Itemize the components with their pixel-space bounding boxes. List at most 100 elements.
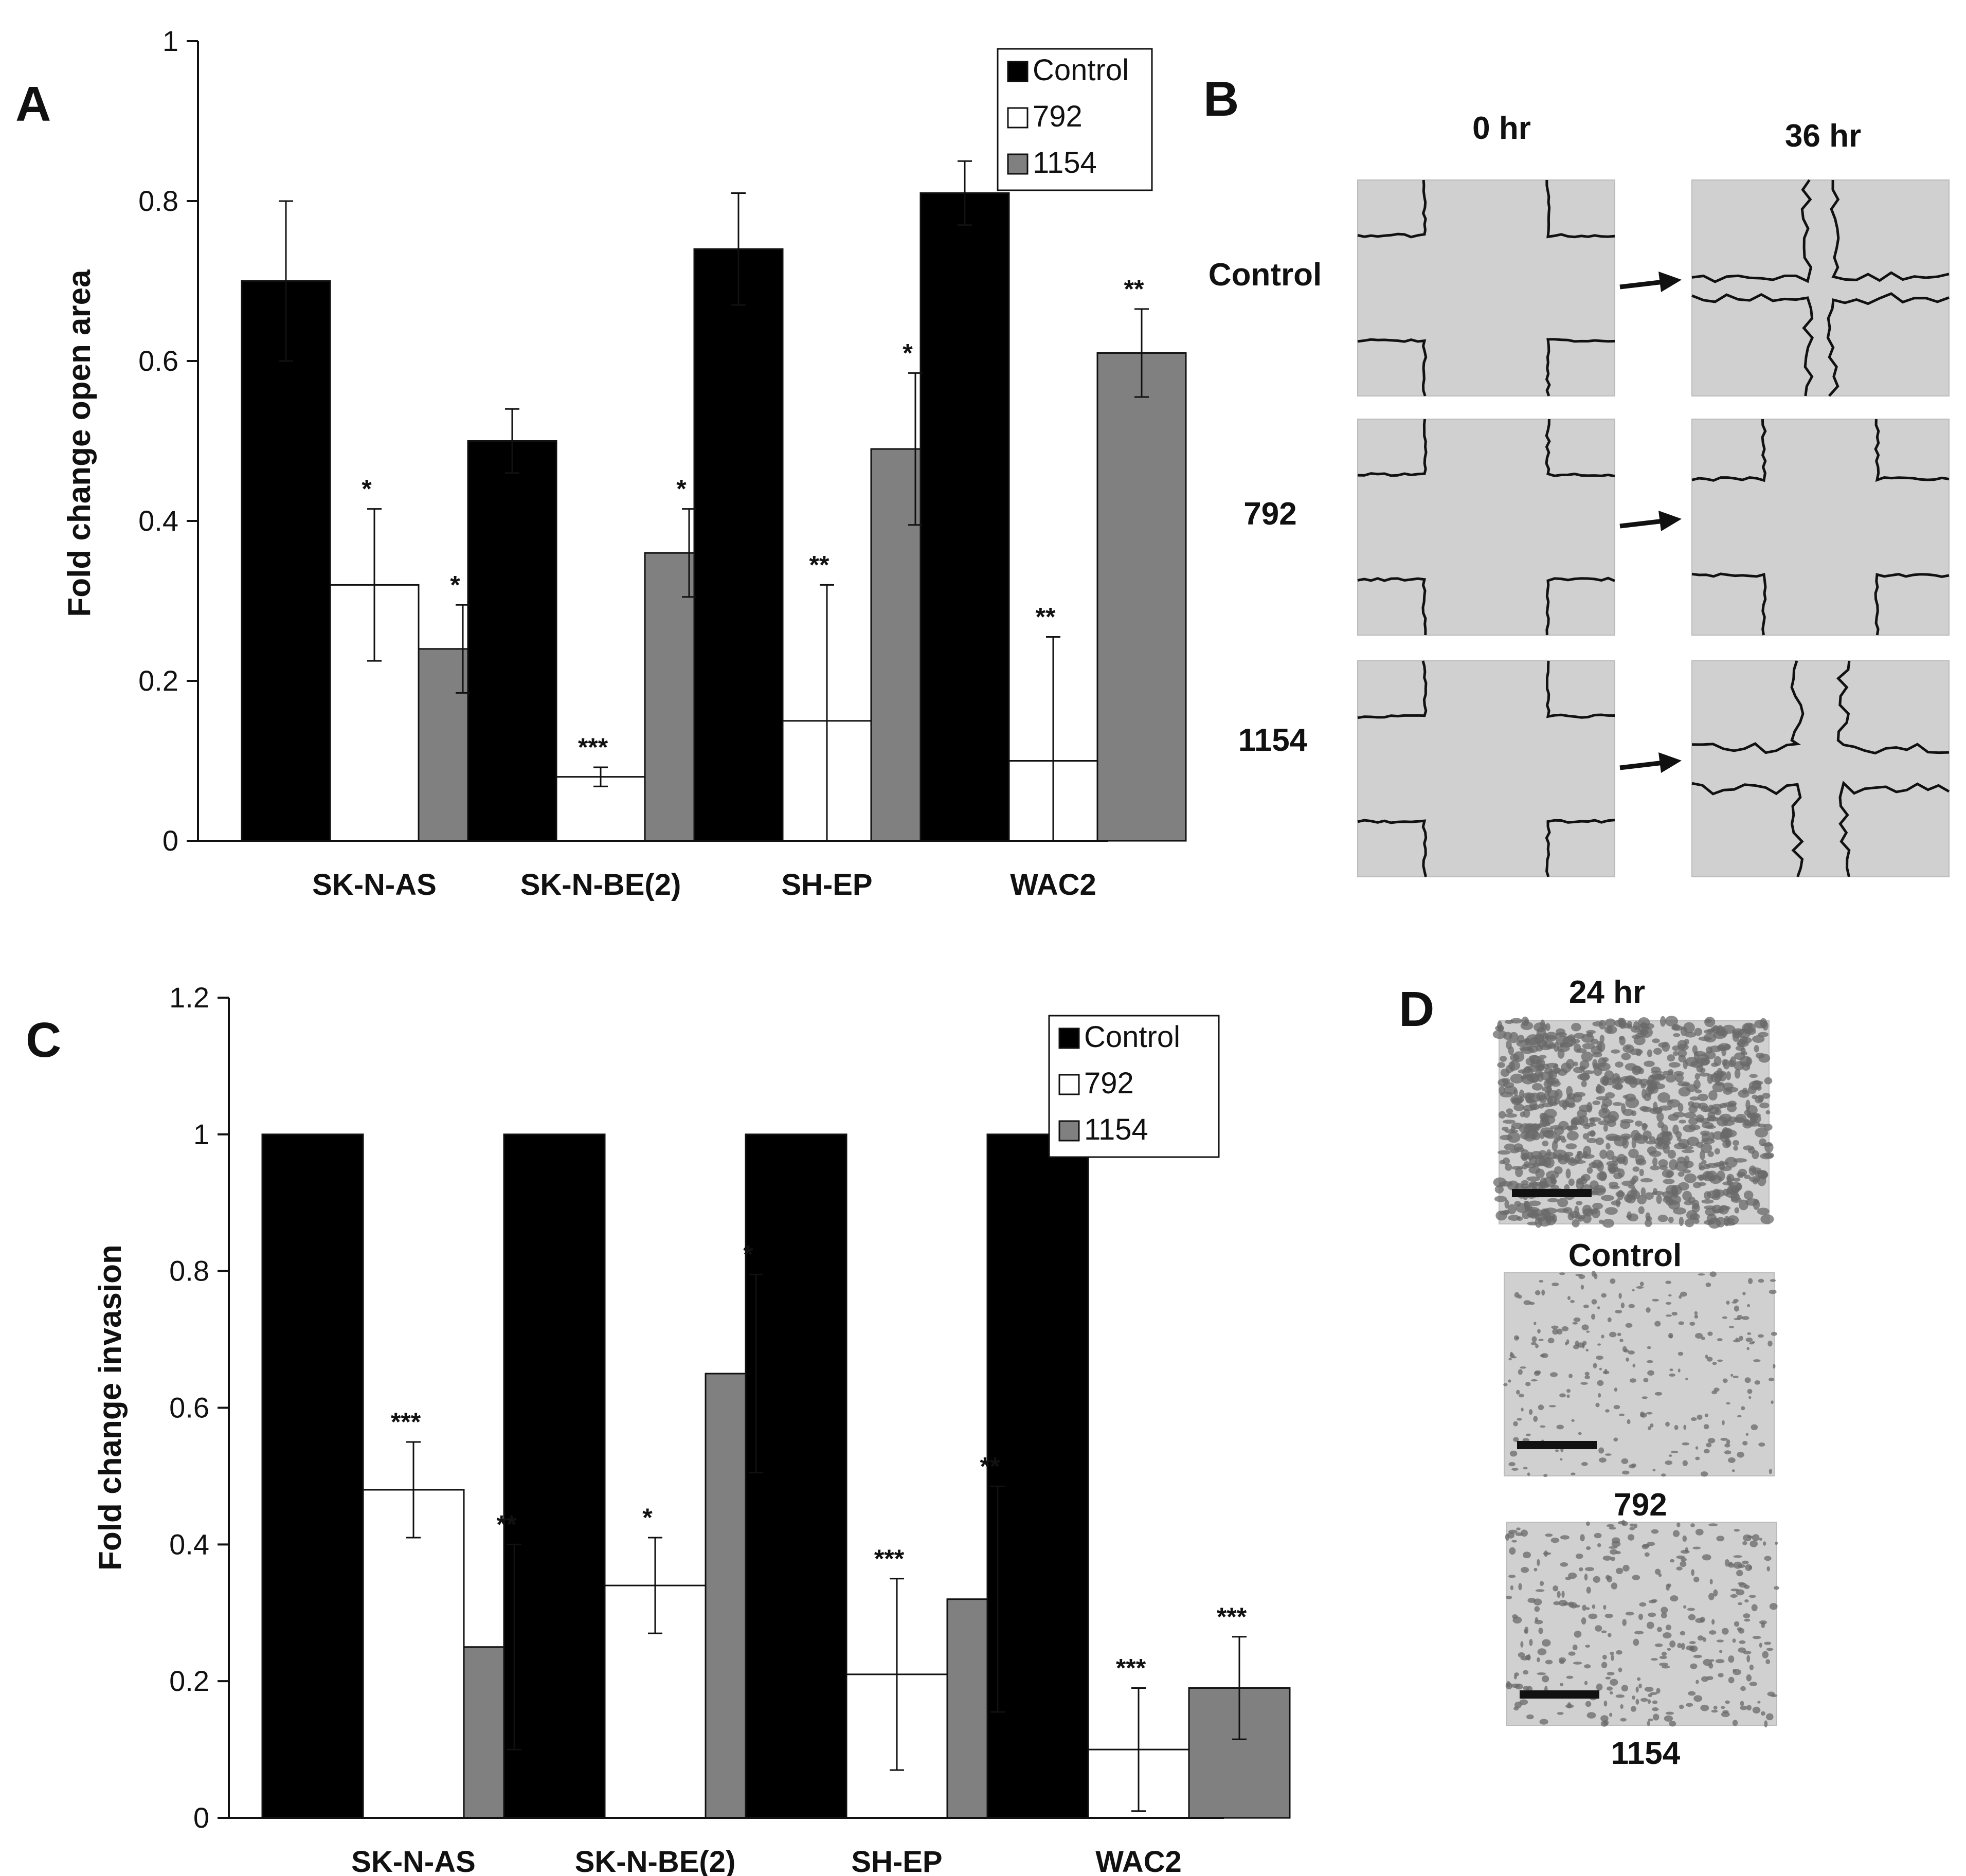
invaded-cell xyxy=(1572,1219,1580,1228)
bar-1154-wac2 xyxy=(1096,352,1187,842)
invaded-cell xyxy=(1537,1657,1540,1663)
invaded-cell xyxy=(1698,1103,1708,1110)
y-tick-label: 0.4 xyxy=(169,1528,209,1560)
invaded-cell xyxy=(1733,1376,1739,1378)
invaded-cell xyxy=(1667,1648,1671,1651)
invaded-cell xyxy=(1674,1424,1679,1430)
invaded-cell xyxy=(1770,1279,1776,1282)
invaded-cell xyxy=(1547,1198,1559,1202)
invaded-cell xyxy=(1678,1049,1687,1058)
scale-bar-icon xyxy=(1512,1189,1592,1197)
legend-swatch-792 xyxy=(1058,1074,1080,1095)
y-tick-label: 0 xyxy=(193,1801,209,1834)
invaded-cell xyxy=(1758,1278,1764,1283)
invaded-cell xyxy=(1771,1331,1777,1336)
invaded-cell xyxy=(1566,1394,1570,1398)
invaded-cell xyxy=(1688,1105,1698,1113)
invaded-cell xyxy=(1604,1025,1617,1034)
invaded-cell xyxy=(1507,1131,1521,1143)
significance-mark: ** xyxy=(1124,275,1144,303)
invaded-cell xyxy=(1749,1167,1762,1172)
invaded-cell xyxy=(1708,1523,1718,1526)
invaded-cell xyxy=(1520,1641,1524,1648)
invaded-cell xyxy=(1757,1334,1764,1338)
category-label: WAC2 xyxy=(1095,1845,1182,1876)
invaded-cell xyxy=(1696,1680,1699,1684)
invaded-cell xyxy=(1519,1089,1524,1099)
invaded-cell xyxy=(1565,1704,1574,1708)
invaded-cell xyxy=(1682,1149,1694,1153)
invaded-cell xyxy=(1654,1568,1661,1575)
invaded-cell xyxy=(1677,1643,1682,1648)
invaded-cell xyxy=(1751,1604,1758,1612)
chart-c-category-labels: SK-N-AS SK-N-BE(2) SH-EP WAC2 xyxy=(351,1845,1182,1876)
invaded-cell xyxy=(1553,1585,1559,1592)
invaded-cell xyxy=(1716,1536,1725,1542)
category-label: SH-EP xyxy=(781,868,872,901)
invaded-cell xyxy=(1735,1114,1747,1123)
invaded-cell xyxy=(1709,1271,1717,1277)
invaded-cell xyxy=(1709,1630,1717,1635)
invaded-cell xyxy=(1635,1121,1643,1127)
invaded-cell xyxy=(1665,1185,1679,1196)
invaded-cell xyxy=(1583,1304,1589,1308)
invaded-cell xyxy=(1602,1555,1612,1561)
invaded-cell xyxy=(1571,1419,1575,1422)
invaded-cell xyxy=(1679,1704,1684,1709)
invaded-cell xyxy=(1601,1293,1607,1298)
invaded-cell xyxy=(1650,1423,1654,1428)
invaded-cell xyxy=(1703,1449,1710,1454)
invaded-cell xyxy=(1741,1316,1749,1320)
invaded-cell xyxy=(1555,1449,1559,1452)
legend-swatch-control xyxy=(1058,1027,1080,1049)
invaded-cell xyxy=(1639,1282,1644,1287)
invaded-cell xyxy=(1574,1630,1582,1638)
invaded-cell xyxy=(1535,1617,1538,1622)
invaded-cell xyxy=(1626,1357,1630,1362)
invaded-cell xyxy=(1689,1647,1694,1651)
invaded-cell xyxy=(1668,1454,1672,1457)
invaded-cell xyxy=(1764,1641,1772,1645)
invaded-cell xyxy=(1668,1069,1674,1075)
invaded-cell xyxy=(1668,1099,1673,1104)
legend-label-792: 792 xyxy=(1084,1067,1134,1100)
invaded-cell xyxy=(1667,1099,1681,1108)
significance-mark: ** xyxy=(497,1510,517,1539)
invaded-cell xyxy=(1717,1170,1725,1181)
invaded-cell xyxy=(1539,1581,1544,1586)
invaded-cell xyxy=(1527,1598,1536,1603)
invaded-cell xyxy=(1759,1102,1770,1109)
invaded-cell xyxy=(1549,1102,1558,1106)
invaded-cell xyxy=(1598,1120,1610,1125)
invaded-cell xyxy=(1703,1424,1709,1430)
invaded-cell xyxy=(1769,1603,1778,1610)
invaded-cell xyxy=(1620,1302,1625,1309)
invaded-cell xyxy=(1611,1582,1618,1590)
invaded-cell xyxy=(1717,1359,1723,1362)
invaded-cell xyxy=(1727,1215,1739,1225)
invaded-cell xyxy=(1737,1040,1749,1048)
invaded-cell xyxy=(1646,1412,1653,1415)
invaded-cell xyxy=(1747,1304,1751,1307)
invaded-cell xyxy=(1620,1718,1627,1722)
invaded-cell xyxy=(1680,1631,1686,1636)
invaded-cell xyxy=(1525,1129,1539,1140)
invaded-cell xyxy=(1752,1534,1760,1541)
panel-d-micrographs xyxy=(1492,1016,1779,1728)
invaded-cell xyxy=(1535,1290,1541,1295)
invaded-cell xyxy=(1541,1289,1545,1296)
invaded-cell xyxy=(1599,1035,1604,1043)
invaded-cell xyxy=(1557,1049,1565,1059)
invaded-cell xyxy=(1732,1720,1738,1726)
invaded-cell xyxy=(1502,1120,1516,1124)
invaded-cell xyxy=(1668,1062,1681,1068)
invaded-cell xyxy=(1744,1584,1750,1589)
invaded-cell xyxy=(1642,1135,1649,1141)
panel-d-invasion-images: 24 hr Control 792 1154 xyxy=(1492,975,1779,1771)
invaded-cell xyxy=(1650,1692,1658,1695)
wound-edge-line xyxy=(1691,293,1814,396)
invaded-cell xyxy=(1572,1322,1578,1325)
invaded-cell xyxy=(1531,1336,1537,1342)
invaded-cell xyxy=(1737,1415,1742,1418)
invaded-cell xyxy=(1574,1205,1579,1217)
